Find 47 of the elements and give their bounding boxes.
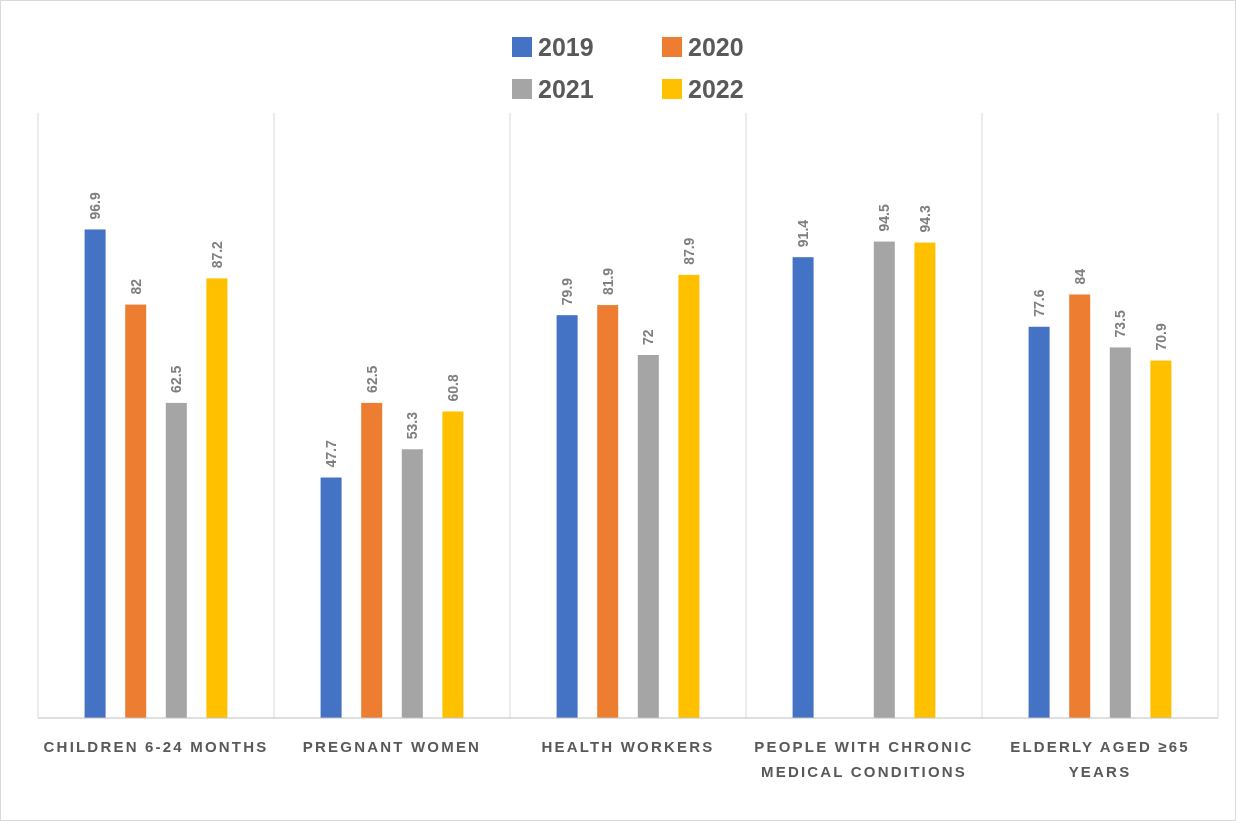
data-label: 91.4 [795, 219, 812, 248]
bar [1150, 360, 1172, 718]
bar [206, 278, 228, 718]
bar [84, 229, 106, 718]
data-label: 72 [640, 329, 657, 345]
bar [873, 241, 895, 718]
data-label: 60.8 [444, 374, 461, 402]
x-tick-label: PREGNANT WOMEN [302, 738, 482, 755]
bar [361, 402, 383, 718]
bar [125, 304, 147, 718]
bar [401, 449, 423, 718]
legend-label: 2019 [538, 33, 594, 61]
bar [597, 305, 619, 718]
data-label: 82 [127, 278, 144, 295]
bar [1069, 294, 1091, 718]
bar [165, 402, 187, 718]
data-label: 62.5 [363, 365, 380, 393]
x-tick-label: PEOPLE WITH CHRONIC MEDICAL CONDITIONS [754, 738, 974, 780]
data-label: 47.7 [323, 440, 340, 468]
bar [556, 315, 578, 718]
x-tick-label: HEALTH WORKERS [541, 738, 715, 755]
data-label: 87.2 [208, 240, 225, 269]
data-label: 94.5 [876, 204, 893, 232]
bar [1109, 347, 1131, 718]
data-label: 96.9 [87, 192, 104, 220]
bar [678, 274, 700, 718]
data-label: 94.3 [916, 205, 933, 233]
bar [637, 355, 659, 718]
bar [320, 477, 342, 718]
data-label: 79.9 [559, 277, 576, 306]
legend-label: 2020 [688, 33, 744, 61]
data-label: 87.9 [680, 237, 697, 265]
data-label: 73.5 [1112, 309, 1129, 338]
x-tick-label: CHILDREN 6-24 MONTHS [43, 738, 269, 755]
legend-label: 2022 [688, 75, 744, 103]
data-label: 77.6 [1031, 289, 1048, 317]
data-label: 62.5 [168, 365, 185, 393]
data-label: 81.9 [599, 267, 616, 296]
bar [792, 257, 814, 718]
data-label: 70.9 [1152, 323, 1169, 351]
data-label: 84 [1071, 268, 1088, 285]
legend-label: 2021 [538, 75, 594, 103]
data-label: 53.3 [404, 411, 421, 440]
bar [1028, 326, 1050, 718]
bar [914, 242, 936, 718]
x-tick-label: ELDERLY AGED ≥65 YEARS [1010, 738, 1190, 780]
bar [442, 411, 464, 718]
